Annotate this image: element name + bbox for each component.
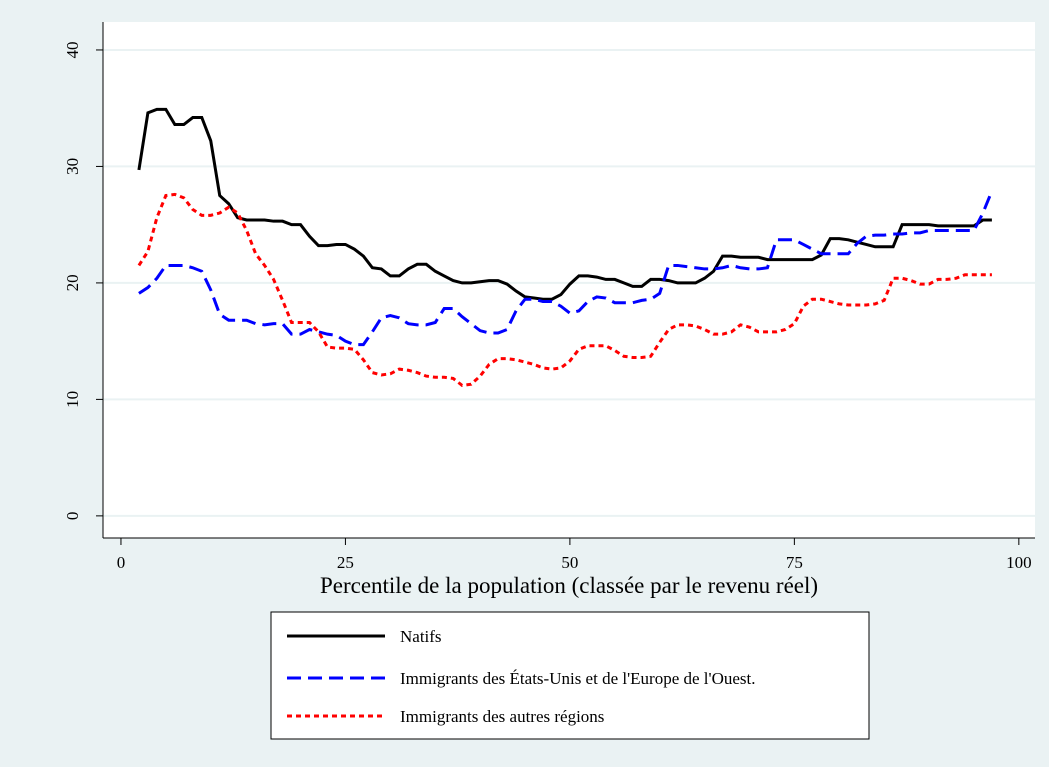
series-line <box>138 190 994 347</box>
x-tick-label: 100 <box>1006 553 1032 572</box>
y-tick-label: 10 <box>63 391 82 408</box>
series-line <box>137 107 992 301</box>
plot-area <box>103 22 1035 538</box>
x-tick-label: 50 <box>561 553 578 572</box>
x-tick-label: 75 <box>786 553 803 572</box>
x-tick-label: 25 <box>337 553 354 572</box>
y-tick-label: 0 <box>63 512 82 521</box>
legend-label: Immigrants des États-Unis et de l'Europe… <box>400 669 756 688</box>
x-axis-title: Percentile de la population (classée par… <box>320 573 818 598</box>
legend-label: Natifs <box>400 627 442 646</box>
y-tick-label: 20 <box>63 274 82 291</box>
y-tick-label: 40 <box>63 41 82 58</box>
x-tick-label: 0 <box>117 553 126 572</box>
legend-label: Immigrants des autres régions <box>400 707 604 726</box>
series-line <box>137 192 992 387</box>
legend <box>270 611 870 740</box>
y-tick-label: 30 <box>63 158 82 175</box>
